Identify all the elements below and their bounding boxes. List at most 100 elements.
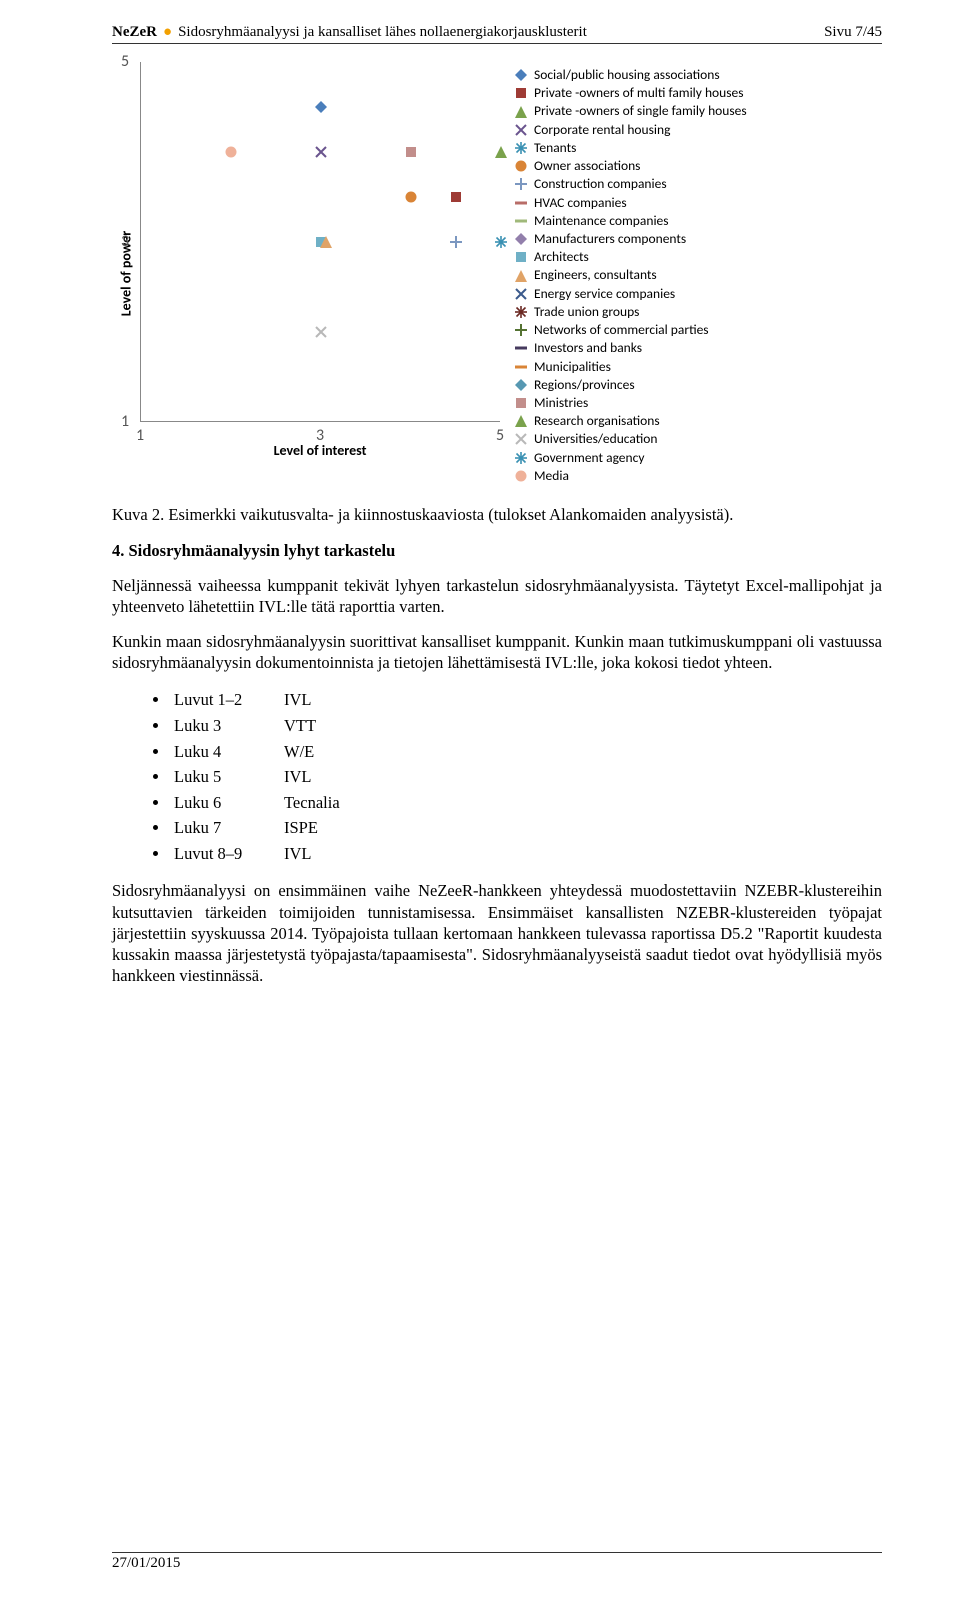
legend-label: HVAC companies — [534, 194, 627, 212]
chart-plot-area: 135135 — [140, 62, 500, 422]
list-item: Luku 5IVL — [170, 764, 882, 790]
legend-item: Tenants — [514, 139, 747, 157]
legend-marker-icon — [514, 69, 527, 82]
legend-marker-icon — [514, 251, 527, 264]
legend-item: Municipalities — [514, 358, 747, 376]
legend-marker-icon — [514, 233, 527, 246]
y-tick: 5 — [121, 52, 129, 71]
legend-item: Networks of commercial parties — [514, 321, 747, 339]
data-point — [315, 146, 327, 158]
legend-item: Private -owners of multi family houses — [514, 84, 747, 102]
legend-label: Networks of commercial parties — [534, 321, 709, 339]
data-point — [320, 236, 332, 248]
legend-item: Manufacturers components — [514, 230, 747, 248]
legend-label: Construction companies — [534, 175, 667, 193]
data-point — [495, 146, 507, 158]
legend-marker-icon — [514, 178, 527, 191]
legend-label: Universities/education — [534, 430, 657, 448]
data-point — [450, 236, 462, 248]
legend-label: Private -owners of multi family houses — [534, 84, 744, 102]
legend-label: Social/public housing associations — [534, 66, 720, 84]
y-tick: 3 — [121, 232, 129, 251]
legend-marker-icon — [514, 269, 527, 282]
legend-marker-icon — [514, 324, 527, 337]
data-point — [405, 146, 417, 158]
data-point — [405, 191, 417, 203]
page-header: NeZeR ● Sidosryhmäanalyysi ja kansallise… — [112, 24, 882, 44]
legend-item: Trade union groups — [514, 303, 747, 321]
separator-dot: ● — [163, 24, 172, 41]
legend-marker-icon — [514, 342, 527, 355]
y-tick: 1 — [121, 412, 129, 431]
legend-marker-icon — [514, 415, 527, 428]
list-item: Luku 3VTT — [170, 713, 882, 739]
legend-item: Architects — [514, 248, 747, 266]
section-heading: 4. Sidosryhmäanalyysin lyhyt tarkastelu — [112, 541, 882, 561]
legend-marker-icon — [514, 433, 527, 446]
page-number: Sivu 7/45 — [824, 24, 882, 41]
legend-item: Government agency — [514, 449, 747, 467]
x-tick: 1 — [136, 426, 144, 445]
legend-label: Maintenance companies — [534, 212, 669, 230]
legend-marker-icon — [514, 87, 527, 100]
paragraph: Sidosryhmäanalyysi on ensimmäinen vaihe … — [112, 880, 882, 986]
legend-label: Energy service companies — [534, 285, 675, 303]
legend-label: Trade union groups — [534, 303, 639, 321]
chart-legend: Social/public housing associationsPrivat… — [500, 62, 747, 485]
data-point — [495, 236, 507, 248]
legend-item: Media — [514, 467, 747, 485]
legend-item: Corporate rental housing — [514, 121, 747, 139]
legend-label: Engineers, consultants — [534, 266, 657, 284]
legend-label: Private -owners of single family houses — [534, 102, 747, 120]
legend-marker-icon — [514, 469, 527, 482]
legend-marker-icon — [514, 160, 527, 173]
figure-caption: Kuva 2. Esimerkki vaikutusvalta- ja kiin… — [112, 505, 882, 525]
legend-marker-icon — [514, 123, 527, 136]
paragraph: Neljännessä vaiheessa kumppanit tekivät … — [112, 575, 882, 617]
data-point — [225, 146, 237, 158]
legend-marker-icon — [514, 378, 527, 391]
legend-marker-icon — [514, 105, 527, 118]
legend-item: Maintenance companies — [514, 212, 747, 230]
legend-item: Universities/education — [514, 430, 747, 448]
legend-label: Municipalities — [534, 358, 611, 376]
legend-label: Investors and banks — [534, 339, 642, 357]
legend-label: Regions/provinces — [534, 376, 635, 394]
data-point — [315, 326, 327, 338]
legend-marker-icon — [514, 397, 527, 410]
legend-item: Social/public housing associations — [514, 66, 747, 84]
list-item: Luku 6Tecnalia — [170, 790, 882, 816]
legend-item: Investors and banks — [514, 339, 747, 357]
list-item: Luvut 1–2IVL — [170, 687, 882, 713]
legend-label: Media — [534, 467, 569, 485]
legend-marker-icon — [514, 305, 527, 318]
data-point — [450, 191, 462, 203]
x-tick: 3 — [316, 426, 324, 445]
legend-label: Tenants — [534, 139, 576, 157]
legend-marker-icon — [514, 141, 527, 154]
legend-item: Engineers, consultants — [514, 266, 747, 284]
legend-marker-icon — [514, 196, 527, 209]
legend-item: Owner associations — [514, 157, 747, 175]
bullet-list: Luvut 1–2IVLLuku 3VTTLuku 4W/ELuku 5IVLL… — [170, 687, 882, 866]
legend-item: Construction companies — [514, 175, 747, 193]
list-item: Luku 4W/E — [170, 739, 882, 765]
legend-item: Private -owners of single family houses — [514, 102, 747, 120]
list-item: Luku 7ISPE — [170, 815, 882, 841]
legend-label: Architects — [534, 248, 589, 266]
legend-label: Ministries — [534, 394, 588, 412]
legend-label: Owner associations — [534, 157, 640, 175]
legend-marker-icon — [514, 360, 527, 373]
legend-item: Energy service companies — [514, 285, 747, 303]
footer-date: 27/01/2015 — [112, 1552, 882, 1572]
legend-label: Corporate rental housing — [534, 121, 670, 139]
brand: NeZeR — [112, 24, 157, 41]
legend-item: Research organisations — [514, 412, 747, 430]
legend-marker-icon — [514, 451, 527, 464]
legend-item: Ministries — [514, 394, 747, 412]
legend-item: HVAC companies — [514, 194, 747, 212]
paragraph: Kunkin maan sidosryhmäanalyysin suoritti… — [112, 631, 882, 673]
legend-label: Government agency — [534, 449, 644, 467]
x-tick: 5 — [496, 426, 504, 445]
legend-label: Manufacturers components — [534, 230, 686, 248]
